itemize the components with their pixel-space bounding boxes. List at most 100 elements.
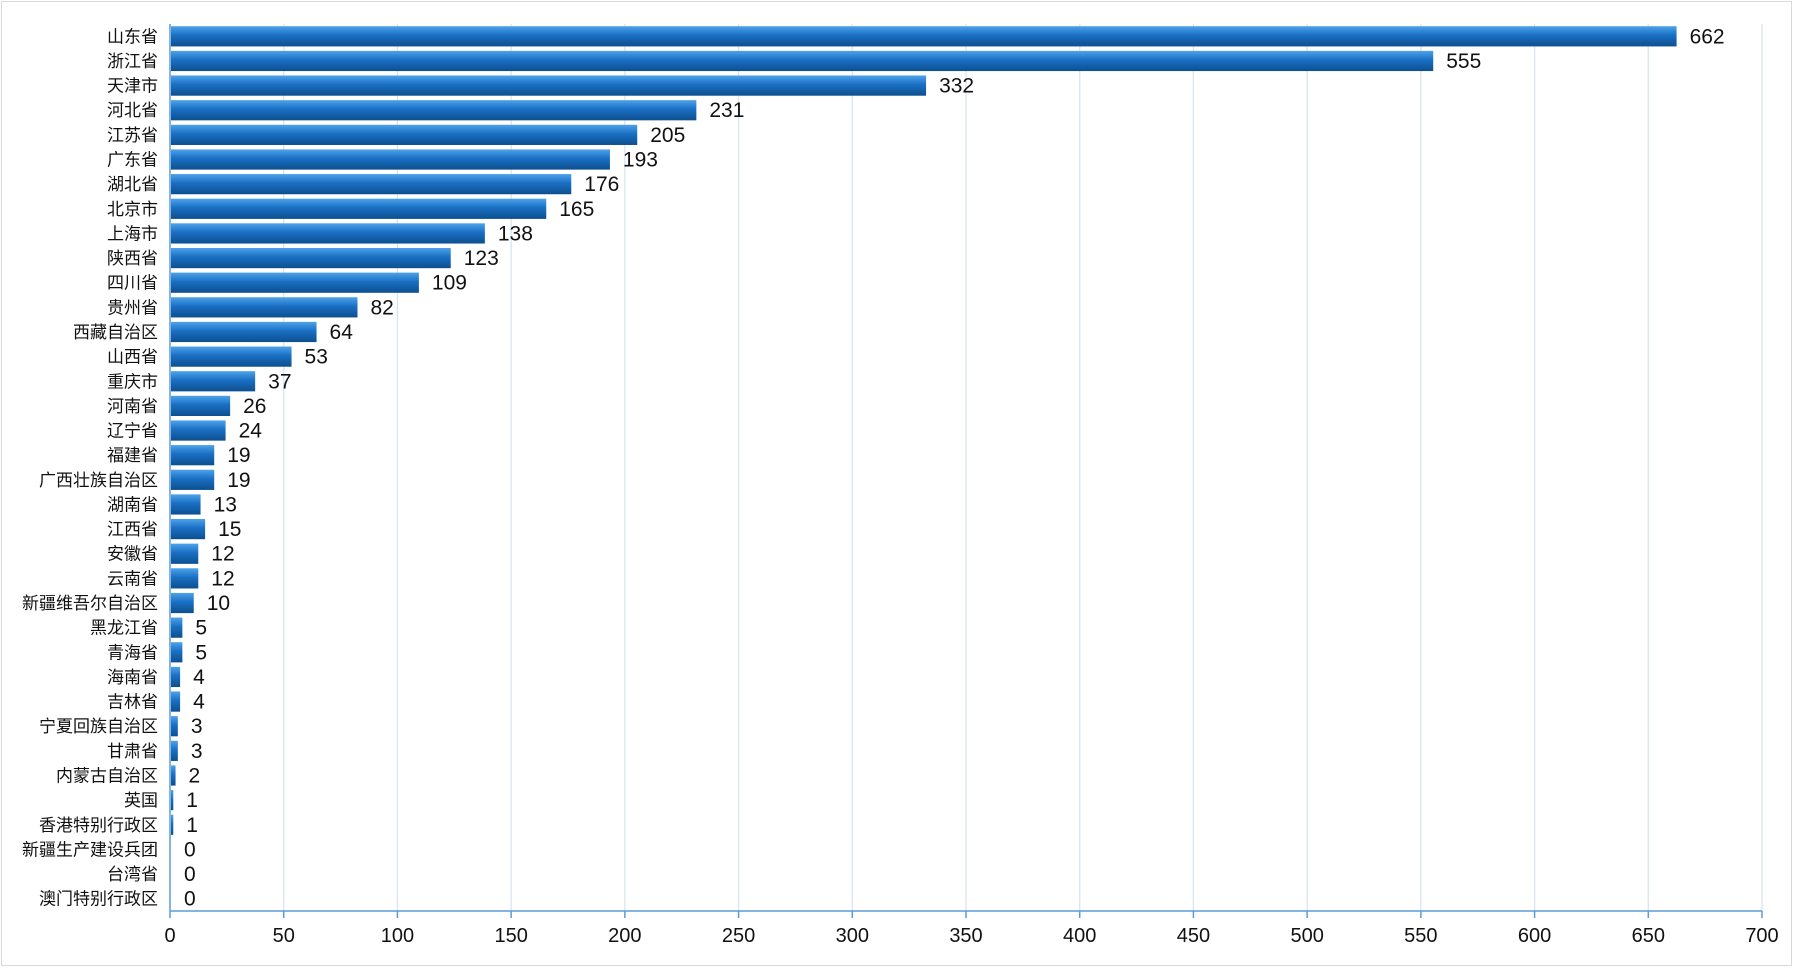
value-label: 24	[239, 420, 263, 443]
value-label: 4	[193, 691, 205, 714]
category-label: 上海市	[107, 224, 158, 244]
value-label: 205	[650, 124, 685, 147]
value-label: 109	[432, 272, 467, 295]
value-label: 123	[464, 247, 499, 270]
value-label: 26	[243, 395, 266, 418]
category-label: 云南省	[107, 569, 158, 589]
value-label: 662	[1690, 25, 1725, 48]
value-label: 19	[227, 444, 250, 467]
category-label: 四川省	[107, 274, 158, 294]
bar	[171, 469, 215, 490]
x-tick-label: 600	[1518, 925, 1551, 947]
category-label: 黑龙江省	[90, 619, 158, 639]
bar	[171, 100, 697, 121]
value-label: 0	[184, 863, 196, 886]
category-label: 辽宁省	[107, 422, 158, 442]
bar	[171, 765, 176, 786]
category-label: 新疆维吾尔自治区	[22, 594, 158, 614]
category-label: 山西省	[107, 348, 158, 368]
value-label: 0	[184, 838, 196, 861]
bar	[171, 716, 178, 737]
x-tick-label: 450	[1177, 925, 1210, 947]
category-label: 河南省	[107, 397, 158, 417]
category-label: 西藏自治区	[73, 323, 158, 343]
category-label: 浙江省	[107, 52, 158, 72]
bar	[171, 543, 199, 564]
category-label: 河北省	[107, 101, 158, 121]
bar	[171, 149, 610, 170]
value-label: 0	[184, 888, 196, 911]
bar	[171, 50, 1434, 72]
bar	[171, 617, 183, 638]
x-tick-label: 550	[1404, 925, 1437, 947]
category-label: 湖南省	[107, 495, 158, 515]
x-axis: 0 50 100 150 200 250 300 350 400 450 500 550 600 650 7…	[164, 24, 1779, 947]
value-label: 10	[207, 592, 230, 615]
x-tick-label: 650	[1632, 925, 1665, 947]
bar	[171, 814, 174, 835]
value-label: 19	[227, 469, 250, 492]
category-label: 广东省	[107, 151, 158, 171]
bar	[171, 568, 199, 589]
bar	[171, 198, 547, 219]
bar	[171, 223, 485, 244]
bar	[171, 740, 178, 761]
category-label: 江苏省	[107, 126, 158, 146]
x-tick-label: 100	[381, 925, 414, 947]
value-label: 53	[305, 346, 328, 369]
bar	[171, 518, 206, 540]
bar	[171, 395, 231, 417]
bar	[171, 297, 358, 318]
category-label: 天津市	[107, 77, 158, 97]
x-tick-label: 250	[722, 925, 755, 947]
category-label: 陕西省	[107, 249, 158, 269]
category-label: 吉林省	[107, 693, 158, 713]
value-label: 165	[559, 198, 594, 221]
x-tick-label: 500	[1290, 925, 1323, 947]
category-label: 澳门特别行政区	[39, 890, 158, 910]
category-label: 海南省	[107, 668, 158, 688]
x-tick-label: 400	[1063, 925, 1096, 947]
value-label: 5	[195, 617, 207, 640]
value-label: 3	[191, 740, 203, 763]
bar	[171, 247, 451, 269]
category-label: 英国	[124, 791, 158, 811]
category-label: 广西壮族自治区	[39, 471, 158, 491]
value-label: 3	[191, 715, 203, 738]
x-tick-label: 200	[608, 925, 641, 947]
bars	[171, 26, 1677, 835]
value-label: 12	[211, 543, 234, 566]
value-label: 1	[186, 814, 198, 837]
value-label: 13	[214, 493, 237, 516]
category-label: 贵州省	[107, 298, 158, 318]
bar	[171, 26, 1677, 47]
x-tick-label: 0	[164, 925, 175, 947]
bar	[171, 592, 194, 614]
category-label: 香港特别行政区	[39, 816, 158, 836]
x-tick-label: 300	[836, 925, 869, 947]
category-label: 台湾省	[107, 865, 158, 885]
category-label: 福建省	[107, 446, 158, 466]
bar	[171, 321, 317, 343]
value-labels: 6625553322312051931761651381231098264533…	[184, 25, 1725, 910]
value-label: 12	[211, 567, 234, 590]
category-label: 江西省	[107, 520, 158, 540]
category-label: 青海省	[107, 643, 158, 663]
bar	[171, 445, 215, 466]
category-label: 甘肃省	[107, 742, 158, 762]
bar	[171, 124, 638, 145]
category-label: 新疆生产建设兵团	[22, 840, 158, 860]
bar	[171, 790, 174, 811]
category-label: 北京市	[107, 200, 158, 220]
value-label: 332	[939, 75, 974, 98]
bar	[171, 371, 256, 392]
x-tick-label: 150	[494, 925, 527, 947]
value-label: 64	[330, 321, 354, 344]
category-label: 安徽省	[107, 545, 158, 565]
x-tick-label: 700	[1745, 925, 1778, 947]
value-label: 5	[195, 641, 207, 664]
bar	[171, 666, 181, 688]
category-labels: 山东省浙江省天津市河北省江苏省广东省湖北省北京市上海市陕西省四川省贵州省西藏自治…	[22, 27, 158, 909]
value-label: 82	[370, 296, 393, 319]
